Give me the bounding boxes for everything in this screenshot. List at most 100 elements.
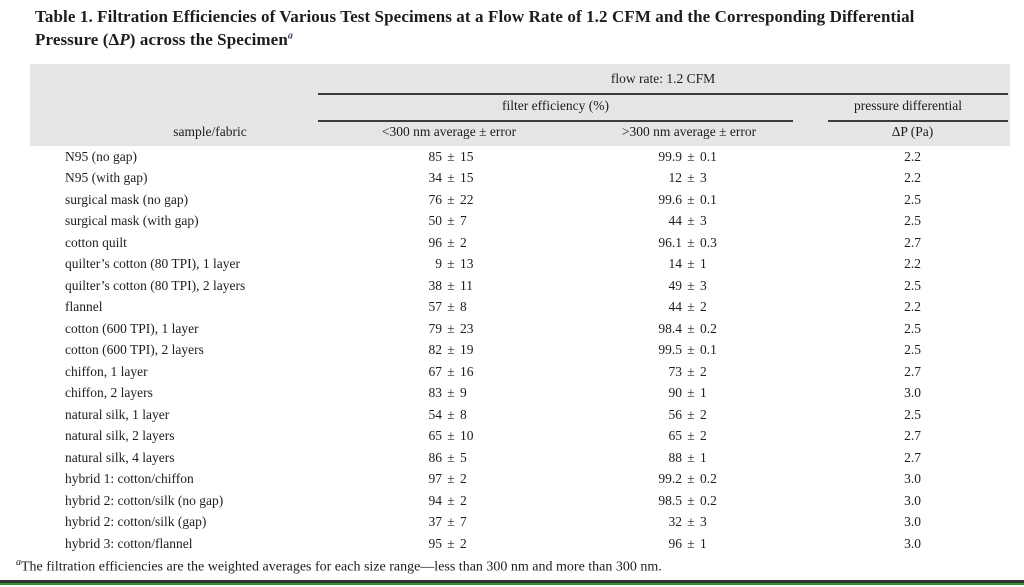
lt300-efficiency-cell: 65 ±10 (428, 428, 474, 444)
table-row: quilter’s cotton (80 TPI), 1 layer 9 ±13 14… (30, 254, 1010, 276)
pressure-differential-cell: 2.7 (904, 234, 921, 250)
pressure-differential-cell: 2.2 (904, 170, 921, 186)
table-title-line2: Pressure (ΔP) across the Specimena (35, 29, 293, 49)
column-header-lt300: <300 nm average ± error (381, 124, 517, 139)
lt300-efficiency-cell: 9 ±13 (435, 256, 474, 272)
gt300-efficiency-cell: 98.5 ±0.2 (658, 492, 717, 508)
lt300-efficiency-cell: 37 ±7 (428, 514, 467, 530)
gt300-efficiency-cell: 14 ±1 (668, 256, 707, 272)
gt300-efficiency-cell: 44 ±2 (668, 299, 707, 315)
lt300-efficiency-cell: 38 ±11 (428, 277, 474, 293)
sample-fabric-cell: cotton (600 TPI), 2 layers (65, 342, 204, 358)
sample-fabric-cell: flannel (65, 299, 103, 315)
sample-fabric-cell: cotton quilt (65, 234, 127, 250)
pressure-differential-cell: 2.2 (904, 148, 921, 164)
gt300-efficiency-cell: 73 ±2 (668, 363, 707, 379)
column-header-delta-p: ΔP (Pa) (891, 124, 934, 139)
lt300-efficiency-cell: 96 ±2 (428, 234, 467, 250)
pressure-differential-header: pressure differential (853, 98, 963, 113)
table-row: cotton quilt 96 ±2 96.1 ±0.3 2.7 (30, 232, 1010, 254)
data-table: flow rate: 1.2 CFM filter efficiency (%)… (30, 64, 1010, 555)
column-header-gt300: >300 nm average ± error (621, 124, 757, 139)
pressure-differential-cell: 2.5 (904, 406, 921, 422)
filter-efficiency-rule (318, 120, 793, 122)
sample-fabric-cell: hybrid 2: cotton/silk (gap) (65, 514, 207, 530)
gt300-efficiency-cell: 56 ±2 (668, 406, 707, 422)
lt300-efficiency-cell: 34 ±15 (428, 170, 474, 186)
title-footnote-marker: a (287, 29, 293, 41)
table-row: surgical mask (with gap) 50 ±7 44 ±3 2.5 (30, 211, 1010, 233)
pressure-differential-cell: 2.2 (904, 299, 921, 315)
gt300-efficiency-cell: 88 ±1 (668, 449, 707, 465)
sample-fabric-cell: natural silk, 2 layers (65, 428, 175, 444)
table-row: chiffon, 2 layers 83 ±9 90 ±1 3.0 (30, 383, 1010, 405)
gt300-efficiency-cell: 99.5 ±0.1 (658, 342, 717, 358)
sample-fabric-cell: natural silk, 4 layers (65, 449, 175, 465)
table-row: N95 (no gap) 85 ±15 99.9 ±0.1 2.2 (30, 146, 1010, 168)
sample-fabric-cell: hybrid 3: cotton/flannel (65, 535, 193, 551)
pressure-differential-cell: 2.7 (904, 363, 921, 379)
gt300-efficiency-cell: 96 ±1 (668, 535, 707, 551)
gt300-efficiency-cell: 44 ±3 (668, 213, 707, 229)
pressure-differential-cell: 2.5 (904, 320, 921, 336)
sample-fabric-cell: hybrid 1: cotton/chiffon (65, 471, 194, 487)
pressure-differential-cell: 2.7 (904, 449, 921, 465)
table-row: surgical mask (no gap) 76 ±22 99.6 ±0.1 2.5 (30, 189, 1010, 211)
flow-rate-header: flow rate: 1.2 CFM (610, 71, 716, 86)
pressure-differential-cell: 2.5 (904, 213, 921, 229)
pressure-differential-cell: 3.0 (904, 385, 921, 401)
table-row: N95 (with gap) 34 ±15 12 ±3 2.2 (30, 168, 1010, 190)
gt300-efficiency-cell: 12 ±3 (668, 170, 707, 186)
gt300-efficiency-cell: 99.6 ±0.1 (658, 191, 717, 207)
gt300-efficiency-cell: 90 ±1 (668, 385, 707, 401)
lt300-efficiency-cell: 97 ±2 (428, 471, 467, 487)
pressure-differential-cell: 2.5 (904, 277, 921, 293)
lt300-efficiency-cell: 76 ±22 (428, 191, 474, 207)
sample-fabric-cell: chiffon, 2 layers (65, 385, 153, 401)
table-header: flow rate: 1.2 CFM filter efficiency (%)… (30, 64, 1010, 146)
pressure-differential-cell: 3.0 (904, 492, 921, 508)
page-edge-green-line (0, 583, 1024, 585)
table-row: natural silk, 1 layer 54 ±8 56 ±2 2.5 (30, 404, 1010, 426)
page-edge-dark-line (0, 580, 1024, 583)
lt300-efficiency-cell: 50 ±7 (428, 213, 467, 229)
sample-fabric-cell: chiffon, 1 layer (65, 363, 148, 379)
table-body: N95 (no gap) 85 ±15 99.9 ±0.1 2.2 N95 (with ga… (30, 146, 1010, 555)
pressure-differential-cell: 2.2 (904, 256, 921, 272)
sample-fabric-cell: cotton (600 TPI), 1 layer (65, 320, 199, 336)
sample-fabric-cell: N95 (no gap) (65, 148, 137, 164)
column-header-sample-fabric: sample/fabric (173, 124, 247, 139)
sample-fabric-cell: N95 (with gap) (65, 170, 148, 186)
pressure-differential-cell: 2.7 (904, 428, 921, 444)
table-title-line1: Table 1. Filtration Efficiencies of Vari… (35, 7, 915, 26)
gt300-efficiency-cell: 98.4 ±0.2 (658, 320, 717, 336)
pressure-differential-cell: 3.0 (904, 535, 921, 551)
footnote-marker: a (16, 557, 21, 568)
pressure-differential-rule (828, 120, 1008, 122)
lt300-efficiency-cell: 57 ±8 (428, 299, 467, 315)
table-row: quilter’s cotton (80 TPI), 2 layers 38 ±11… (30, 275, 1010, 297)
flow-rate-rule (318, 93, 1008, 95)
table-row: hybrid 1: cotton/chiffon 97 ±2 99.2 ±0.2 3.0 (30, 469, 1010, 491)
lt300-efficiency-cell: 86 ±5 (428, 449, 467, 465)
sample-fabric-cell: hybrid 2: cotton/silk (no gap) (65, 492, 224, 508)
sample-fabric-cell: surgical mask (with gap) (65, 213, 199, 229)
lt300-efficiency-cell: 79 ±23 (428, 320, 474, 336)
lt300-efficiency-cell: 54 ±8 (428, 406, 467, 422)
footnote-text: The filtration efficiencies are the weig… (21, 559, 662, 575)
pressure-differential-cell: 2.5 (904, 191, 921, 207)
gt300-efficiency-cell: 99.2 ±0.2 (658, 471, 717, 487)
table-row: natural silk, 2 layers 65 ±10 65 ±2 2.7 (30, 426, 1010, 448)
pressure-differential-cell: 3.0 (904, 514, 921, 530)
pressure-differential-cell: 2.5 (904, 342, 921, 358)
pressure-differential-cell: 3.0 (904, 471, 921, 487)
table-row: hybrid 2: cotton/silk (gap) 37 ±7 32 ±3 3.0 (30, 512, 1010, 534)
table-row: hybrid 2: cotton/silk (no gap) 94 ±2 98.5 ±0… (30, 490, 1010, 512)
table-title: Table 1. Filtration Efficiencies of Vari… (35, 6, 991, 51)
lt300-efficiency-cell: 83 ±9 (428, 385, 467, 401)
table-row: cotton (600 TPI), 1 layer 79 ±23 98.4 ±0.2 2.… (30, 318, 1010, 340)
table-row: natural silk, 4 layers 86 ±5 88 ±1 2.7 (30, 447, 1010, 469)
gt300-efficiency-cell: 99.9 ±0.1 (658, 148, 717, 164)
lt300-efficiency-cell: 85 ±15 (428, 148, 474, 164)
gt300-efficiency-cell: 49 ±3 (668, 277, 707, 293)
